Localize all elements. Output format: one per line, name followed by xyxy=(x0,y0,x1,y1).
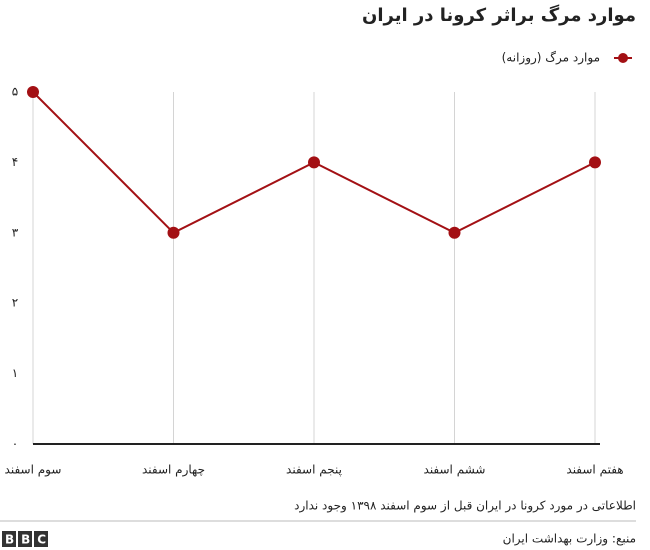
logo-text: BBC xyxy=(5,533,53,547)
logo-box xyxy=(2,531,16,547)
source: منبع: وزارت بهداشت ایران xyxy=(503,532,636,547)
x-tick-label: هفتم اسفند xyxy=(566,463,623,477)
legend-marker xyxy=(618,53,628,63)
chart-title: موارد مرگ براثر کرونا در ایران xyxy=(362,4,636,26)
data-point xyxy=(589,156,601,169)
data-point xyxy=(448,226,461,239)
logo-box xyxy=(18,531,32,547)
data-point xyxy=(308,156,320,169)
data-point xyxy=(167,226,180,239)
note: اطلاعاتی در مورد کرونا در ایران قبل از س… xyxy=(294,499,636,514)
x-tick-label: چهارم اسفند xyxy=(142,463,205,478)
logo-box xyxy=(34,531,48,547)
x-tick-label: ششم اسفند xyxy=(424,463,486,477)
x-tick-label: سوم اسفند xyxy=(5,463,62,478)
y-tick-label: ۳ xyxy=(12,225,19,239)
y-tick-label: ۲ xyxy=(12,296,18,310)
y-tick-label: ۰ xyxy=(12,437,18,451)
data-point xyxy=(27,86,39,98)
y-tick-label: ۴ xyxy=(12,155,18,169)
y-tick-label: ۱ xyxy=(12,366,18,380)
legend-label: موارد مرگ (روزانه) xyxy=(502,51,600,66)
y-tick-label: ۵ xyxy=(12,85,18,99)
logo: BBC xyxy=(2,531,53,547)
x-tick-label: پنجم اسفند xyxy=(286,463,342,477)
